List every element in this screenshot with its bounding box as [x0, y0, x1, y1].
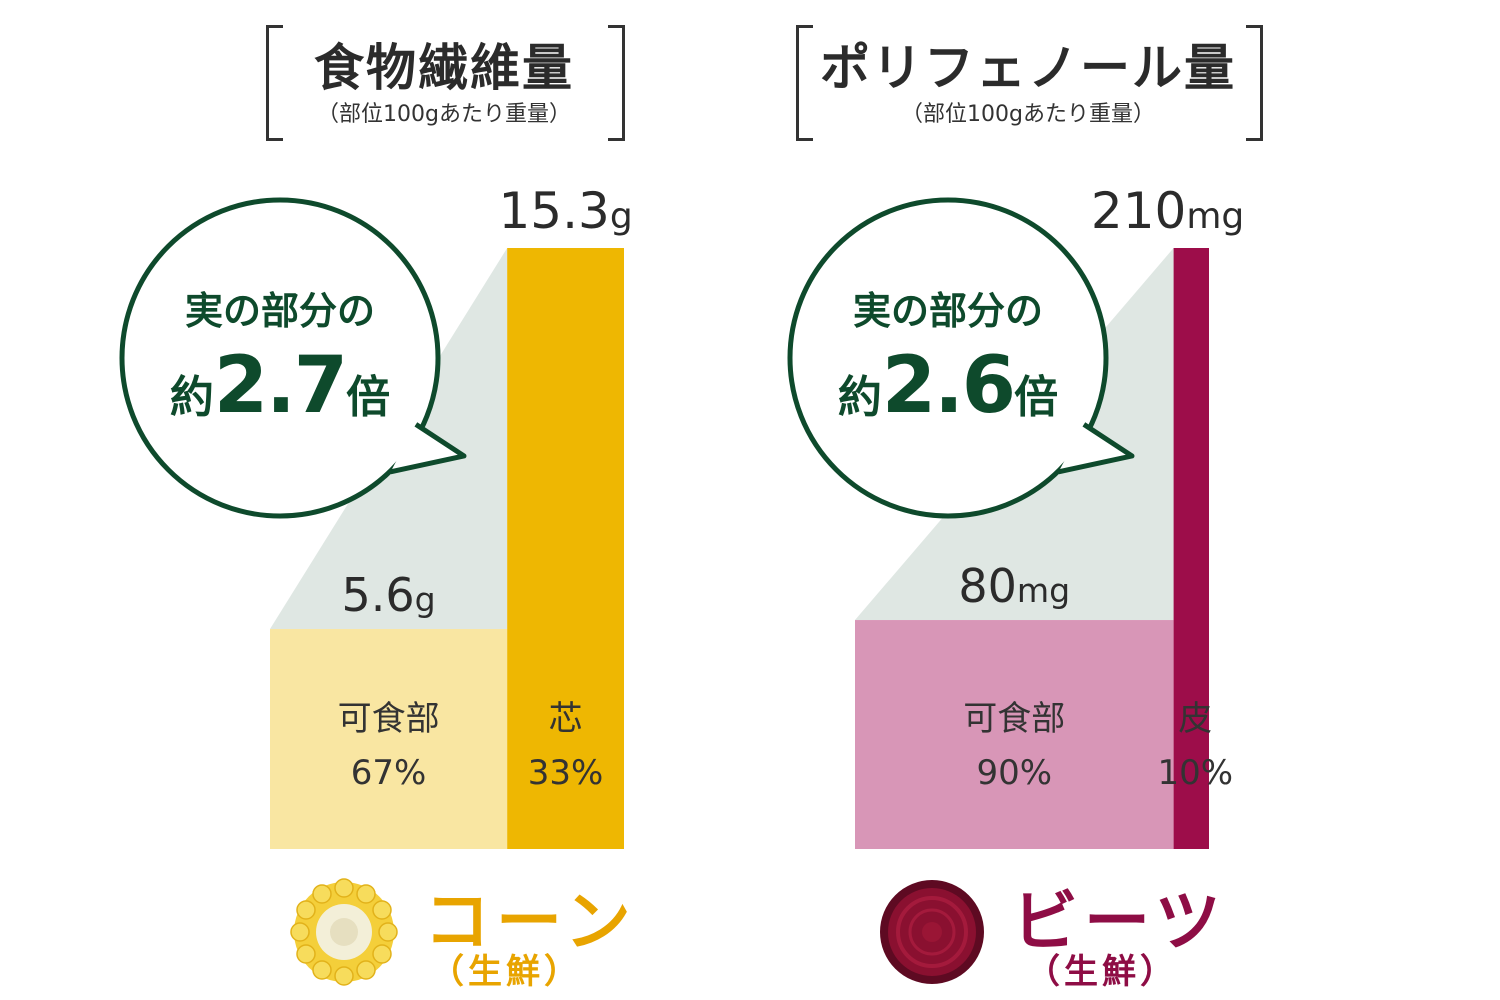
bar-core	[1173, 248, 1209, 849]
title-bracket-right	[608, 25, 625, 141]
value-label-edible: 80mg	[958, 559, 1070, 613]
title-bracket-right	[1246, 25, 1263, 141]
chart-subtitle: （部位100gあたり重量）	[317, 102, 571, 127]
fiber-panel: 食物繊維量 （部位100gあたり重量） 5.6g 15.3g 可食部 67% 芯 33% …	[119, 25, 637, 992]
category-label-core: 皮	[1178, 699, 1212, 739]
callout-bubble	[787, 197, 1135, 519]
callout-tail	[390, 422, 467, 475]
food-name: ビーツ	[1012, 883, 1227, 960]
callout-line1: 実の部分の	[184, 289, 375, 333]
food-note: （生鮮）	[430, 952, 582, 992]
title-bracket-left	[266, 25, 283, 141]
share-label-core: 33%	[528, 753, 604, 793]
category-label-edible: 可食部	[338, 699, 440, 739]
callout-ratio: 2.7	[213, 341, 348, 431]
callout-tail	[1058, 422, 1135, 475]
corn-icon	[290, 878, 398, 986]
bar-core	[507, 248, 624, 849]
callout-tail-mask	[377, 421, 408, 458]
category-label-edible: 可食部	[963, 699, 1065, 739]
food-name: コーン	[424, 883, 637, 960]
value-label-edible: 5.6g	[341, 568, 435, 622]
callout-ring	[119, 197, 441, 519]
callout-line1: 実の部分の	[852, 289, 1043, 333]
bar-edible	[270, 629, 508, 849]
callout-ratio: 2.6	[881, 341, 1016, 431]
value-label-core: 15.3g	[498, 182, 632, 240]
chart-title: ポリフェノール量	[820, 39, 1236, 97]
callout-line2: 約2.6倍	[793, 341, 1103, 431]
comparison-wedge	[855, 248, 1174, 621]
ratio-callout: 実の部分の 約2.7倍	[125, 280, 435, 431]
share-label-edible: 67%	[351, 753, 427, 793]
title-bracket-left	[796, 25, 813, 141]
share-label-edible: 90%	[977, 753, 1053, 793]
callout-tail-mask	[1045, 421, 1076, 458]
ratio-callout: 実の部分の 約2.6倍	[793, 280, 1103, 431]
chart-title: 食物繊維量	[314, 39, 574, 97]
share-label-core: 10%	[1158, 753, 1234, 793]
callout-bubble	[119, 197, 467, 519]
beet-icon	[880, 880, 984, 984]
polyphenol-bar-chart: 80mg 210mg 可食部 90% 皮 10%	[787, 182, 1244, 849]
category-label-core: 芯	[549, 699, 583, 739]
callout-suffix: 倍	[346, 372, 391, 423]
polyphenol-panel: ポリフェノール量 （部位100gあたり重量） 80mg 210mg 可食部 90% 皮 1…	[750, 0, 1500, 1000]
bar-edible	[855, 620, 1174, 849]
value-label-core: 210mg	[1091, 182, 1244, 240]
fiber-bar-chart: 5.6g 15.3g 可食部 67% 芯 33%	[119, 182, 633, 849]
callout-ring	[787, 197, 1109, 519]
chart-subtitle: （部位100gあたり重量）	[901, 102, 1155, 127]
callout-prefix: 約	[837, 372, 882, 423]
callout-suffix: 倍	[1014, 372, 1059, 423]
callout-prefix: 約	[169, 372, 214, 423]
food-note: （生鮮）	[1026, 952, 1178, 992]
callout-line2: 約2.7倍	[125, 341, 435, 431]
